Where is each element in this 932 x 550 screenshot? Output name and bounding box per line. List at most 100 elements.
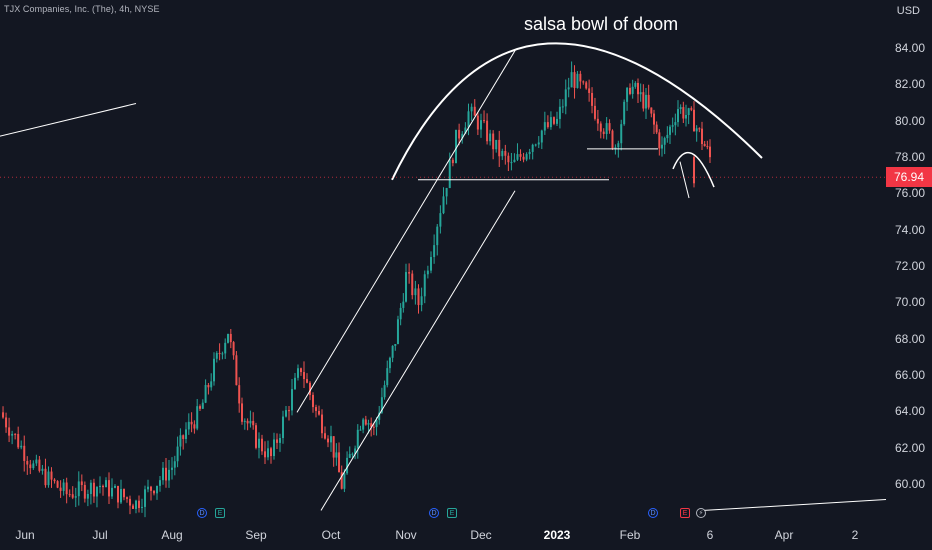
candle-body [182, 435, 185, 439]
candle-body [540, 130, 543, 143]
candle-body [215, 353, 218, 359]
candle-body [461, 133, 464, 139]
candle-body [20, 445, 23, 448]
dividend-marker-icon[interactable]: D [648, 508, 658, 518]
rounded-top-arc[interactable] [391, 42, 763, 181]
time-tick-label: Dec [470, 528, 492, 542]
candle-body [430, 257, 432, 271]
time-tick-label: Oct [321, 528, 341, 542]
candle-body [614, 147, 617, 149]
candle-body [698, 128, 701, 130]
candle-body [68, 494, 71, 496]
micro-arc-leg[interactable] [679, 161, 690, 199]
candle-body [227, 333, 229, 343]
candle-body [391, 345, 394, 358]
candle-body [637, 82, 639, 95]
candle-body [300, 368, 302, 373]
candle-body [294, 377, 296, 390]
candle-body [448, 159, 451, 189]
candle-body [436, 226, 439, 246]
candle-body [5, 417, 8, 428]
symbol-title: TJX Companies, Inc. (The), 4h, NYSE [4, 4, 160, 14]
candle-body [504, 150, 507, 156]
candle-body [570, 72, 573, 88]
candle-body [168, 469, 170, 481]
candle-body [639, 92, 642, 95]
currency-label: USD [896, 5, 920, 17]
candle-body [396, 319, 399, 344]
candle-body [546, 122, 549, 128]
candle-body [498, 139, 501, 157]
candle-body [605, 123, 608, 134]
candle-body [528, 151, 531, 155]
candle-body [433, 245, 436, 258]
time-tick-label: Jun [15, 528, 35, 542]
split-marker-icon[interactable]: ⚡ [696, 508, 706, 518]
candle-body [458, 129, 461, 139]
candle-body [144, 489, 146, 507]
candle-body [173, 461, 176, 468]
candle-body [709, 146, 711, 158]
candle-body [561, 106, 564, 108]
trendline-line[interactable] [703, 499, 887, 511]
candle-body [687, 108, 690, 116]
candle-body [74, 496, 77, 498]
candle-body [492, 133, 495, 150]
candle-body [439, 213, 442, 227]
micro-arc[interactable] [672, 151, 715, 188]
candle-body [442, 196, 445, 214]
time-tick-label: 2 [851, 528, 859, 542]
time-tick-label: Aug [161, 528, 183, 542]
candle-body [147, 486, 149, 490]
candle-body [56, 481, 59, 488]
dividend-marker-icon[interactable]: D [197, 508, 207, 518]
candle-body [537, 142, 540, 145]
trendline-line[interactable] [0, 103, 137, 137]
candle-body [473, 106, 476, 116]
candle-body [480, 120, 482, 130]
candle-body [650, 107, 653, 114]
price-tick-label: 64.00 [895, 404, 926, 419]
price-tick-label: 70.00 [895, 295, 926, 310]
candle-body [543, 122, 546, 131]
candle-body [249, 420, 252, 424]
candle-body [693, 157, 695, 184]
earnings-upcoming-marker-icon[interactable]: E [680, 508, 690, 518]
candle-body [232, 342, 235, 356]
candle-body [666, 134, 669, 139]
earnings-marker-icon[interactable]: E [215, 508, 225, 518]
chart-annotation: salsa bowl of doom [524, 14, 679, 34]
candle-body [179, 435, 182, 447]
candle-body [655, 124, 658, 133]
candle-body [658, 132, 661, 149]
candle-body [171, 467, 173, 470]
channel-lower-line[interactable] [320, 190, 516, 511]
candle-body [386, 368, 389, 386]
candle-body [567, 87, 570, 90]
candle-body [642, 92, 645, 109]
dividend-marker-icon[interactable]: D [429, 508, 439, 518]
candle-body [162, 467, 164, 481]
candle-body [343, 473, 346, 489]
candle-body [663, 138, 666, 145]
candle-body [243, 420, 246, 422]
candle-body [531, 144, 534, 152]
candle-body [679, 107, 682, 110]
candle-body [193, 424, 196, 429]
candle-body [534, 144, 537, 146]
candle-body [86, 493, 89, 499]
candle-body [187, 421, 190, 430]
candle-body [309, 382, 311, 395]
candle-body [114, 485, 116, 488]
candle-body [372, 426, 375, 428]
time-tick-label: 6 [706, 528, 714, 542]
candle-body [285, 410, 287, 417]
candle-body [647, 94, 650, 108]
candle-body [596, 118, 599, 124]
channel-upper-line[interactable] [296, 48, 517, 413]
candle-body [159, 480, 161, 486]
candle-body [370, 423, 373, 427]
candle-body [270, 448, 272, 457]
earnings-marker-icon[interactable]: E [447, 508, 457, 518]
